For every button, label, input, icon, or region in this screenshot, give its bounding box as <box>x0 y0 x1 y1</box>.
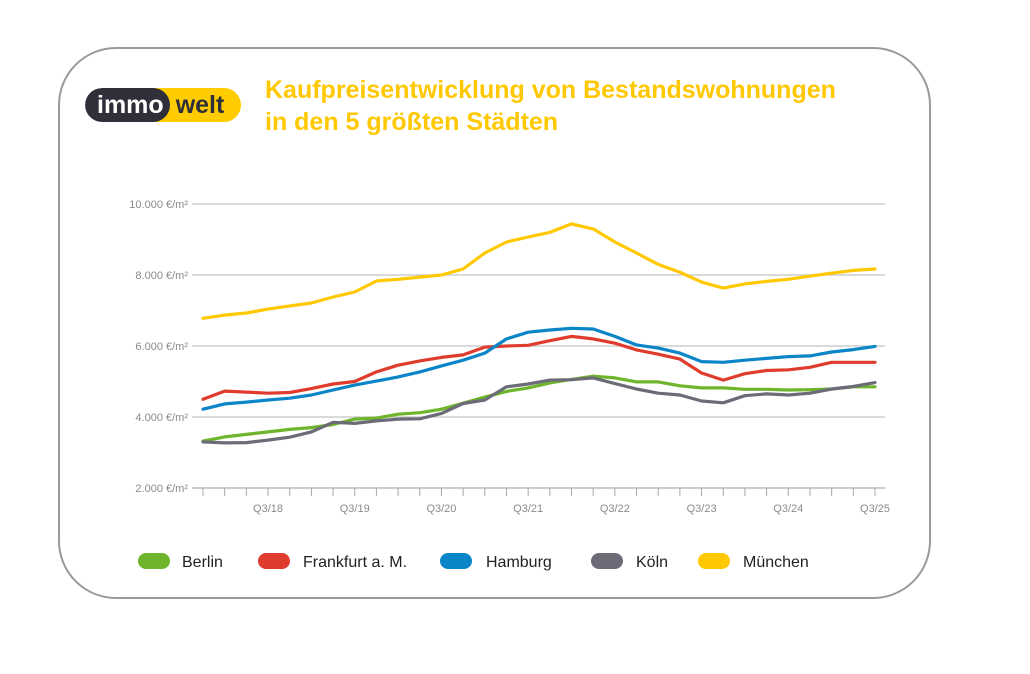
logo-part-immo: immo <box>85 88 170 122</box>
immowelt-logo: immo welt <box>85 88 241 122</box>
x-tick-label: Q3/24 <box>773 503 803 515</box>
y-tick-label: 10.000 €/m² <box>129 199 188 211</box>
title-line-1: Kaufpreisentwicklung von Bestandswohnung… <box>265 76 836 104</box>
x-tick-label: Q3/21 <box>513 503 543 515</box>
title-line-2: in den 5 größten Städten <box>265 108 559 136</box>
legend-label: Berlin <box>182 554 223 571</box>
series-line-hamburg <box>201 326 877 411</box>
y-tick-label: 2.000 €/m² <box>135 483 188 495</box>
x-tick-label: Q3/18 <box>253 503 283 515</box>
legend-swatch <box>138 553 170 569</box>
legend-swatch <box>591 553 623 569</box>
y-tick-label: 4.000 €/m² <box>135 412 188 424</box>
x-tick-label: Q3/19 <box>340 503 370 515</box>
chart-title: Kaufpreisentwicklung von Bestandswohnung… <box>265 74 836 138</box>
legend-label: Hamburg <box>486 554 552 571</box>
chart-frame <box>58 47 931 599</box>
y-tick-label: 8.000 €/m² <box>135 270 188 282</box>
x-tick-label: Q3/20 <box>426 503 456 515</box>
series-line-köln <box>201 376 877 445</box>
series-line-berlin <box>201 374 877 443</box>
x-tick-label: Q3/22 <box>600 503 630 515</box>
logo-part-welt: welt <box>153 88 241 122</box>
legend-label: Köln <box>636 554 668 571</box>
legend-swatch <box>258 553 290 569</box>
legend-swatch <box>440 553 472 569</box>
legend-label: München <box>743 554 809 571</box>
y-tick-label: 6.000 €/m² <box>135 341 188 353</box>
x-tick-label: Q3/25 <box>860 503 890 515</box>
legend-swatch <box>698 553 730 569</box>
series-line-münchen <box>201 222 877 320</box>
x-tick-label: Q3/23 <box>687 503 717 515</box>
series-line-frankfurt-a-m- <box>201 334 877 401</box>
legend-label: Frankfurt a. M. <box>303 554 407 571</box>
